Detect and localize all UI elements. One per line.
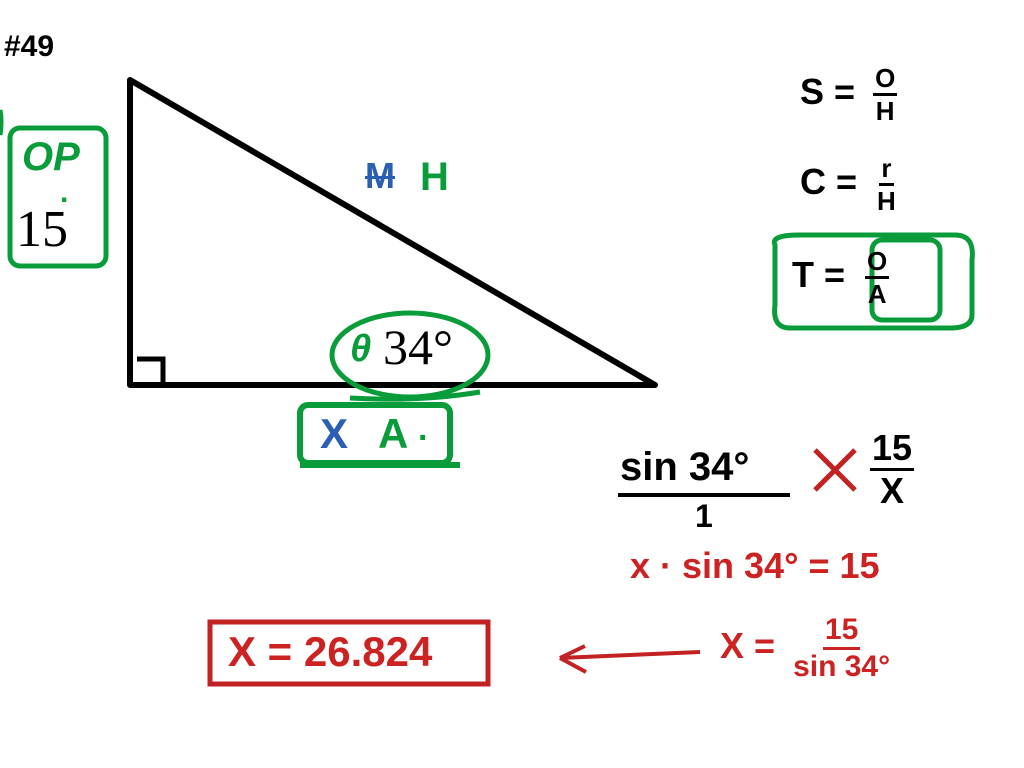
cos-left: C = xyxy=(800,161,857,202)
sine-den: H xyxy=(874,96,897,124)
whiteboard-canvas: #49 OP . 15 M H θ 34° X A . S = O H C = … xyxy=(0,0,1024,768)
theta-label: θ xyxy=(350,328,371,371)
arrow-shaft xyxy=(560,652,700,658)
hyp-label: H xyxy=(420,155,449,200)
opposite-value: 15 xyxy=(16,200,68,259)
angle-degrees: 34° xyxy=(383,318,453,376)
rhs-num: 15 xyxy=(870,430,914,471)
tan-den: A xyxy=(866,279,889,307)
answer-text: X = 26.824 xyxy=(228,628,432,676)
line3-lhs: X = xyxy=(720,625,775,666)
tan-left: T = xyxy=(792,254,845,295)
rhs-den: X xyxy=(878,471,906,509)
sine-formula: S = O H xyxy=(800,65,897,124)
edge-mark xyxy=(0,110,1,135)
opposite-label: OP xyxy=(22,135,80,180)
work-line1-denom: 1 xyxy=(695,498,713,535)
cos-formula: C = r H xyxy=(800,155,898,214)
sine-left: S = xyxy=(800,71,855,112)
work-line1-lhs: sin 34° xyxy=(620,445,749,490)
tan-formula: T = O A xyxy=(792,248,889,307)
red-cross-icon xyxy=(815,450,855,490)
adjacent-x: X xyxy=(320,410,348,458)
hyp-scribble: M xyxy=(365,155,395,197)
work-line2: x · sin 34° = 15 xyxy=(630,545,880,587)
tan-num: O xyxy=(865,248,889,279)
adjacent-a: A xyxy=(378,410,408,458)
adjacent-dot: . xyxy=(418,410,427,449)
work-line1-rhs: 15 X xyxy=(870,430,914,509)
line3-num: 15 xyxy=(823,615,860,650)
cos-num: r xyxy=(879,155,893,186)
right-angle-marker xyxy=(137,359,163,385)
problem-number: #49 xyxy=(4,30,54,64)
line3-den: sin 34° xyxy=(791,650,892,682)
cos-den: H xyxy=(875,186,898,214)
sine-num: O xyxy=(873,65,897,96)
work-line3: X = 15 sin 34° xyxy=(720,615,892,682)
